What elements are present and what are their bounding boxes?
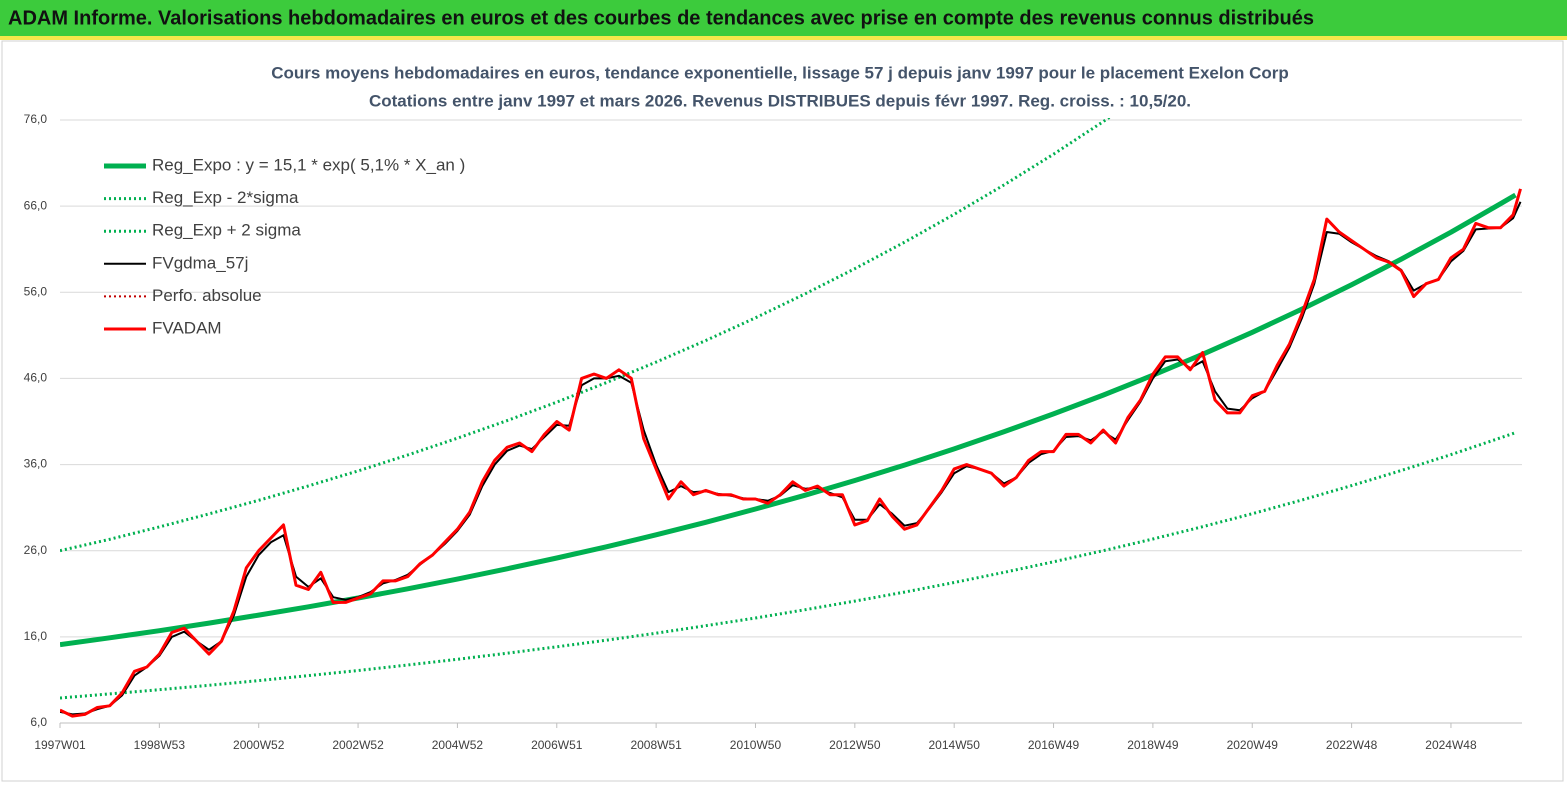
series-line bbox=[60, 118, 1112, 553]
x-tick-label: 2014W50 bbox=[929, 738, 981, 752]
y-tick-label: 46,0 bbox=[24, 371, 48, 385]
x-tick-label: 2018W49 bbox=[1127, 738, 1179, 752]
x-tick-label: 2002W52 bbox=[332, 738, 384, 752]
x-tick-label: 2012W50 bbox=[829, 738, 881, 752]
chart-frame bbox=[1, 40, 1564, 782]
x-tick-label: 1997W01 bbox=[34, 738, 86, 752]
x-tick-label: 2016W49 bbox=[1028, 738, 1080, 752]
series-line bbox=[60, 431, 1516, 700]
x-tick-label: 1998W53 bbox=[134, 738, 186, 752]
legend-label: Reg_Expo : y = 15,1 * exp( 5,1% * X_an ) bbox=[152, 155, 465, 174]
legend-label: Reg_Exp + 2 sigma bbox=[152, 221, 301, 240]
y-tick-label: 56,0 bbox=[24, 284, 48, 298]
x-tick-label: 2020W49 bbox=[1227, 738, 1279, 752]
header-bar bbox=[0, 0, 1567, 36]
legend: Reg_Expo : y = 15,1 * exp( 5,1% * X_an )… bbox=[104, 155, 465, 337]
y-tick-label: 36,0 bbox=[24, 457, 48, 471]
legend-label: Perfo. absolue bbox=[152, 286, 262, 305]
chart-title: Cours moyens hebdomadaires en euros, ten… bbox=[271, 63, 1289, 82]
y-tick-label: 16,0 bbox=[24, 629, 48, 643]
x-tick-label: 2008W51 bbox=[630, 738, 682, 752]
chart-subtitle: Cotations entre janv 1997 et mars 2026. … bbox=[369, 91, 1191, 110]
header-strip bbox=[0, 36, 1567, 40]
plot bbox=[60, 118, 1522, 718]
legend-label: FVADAM bbox=[152, 318, 222, 337]
y-tick-label: 26,0 bbox=[24, 543, 48, 557]
x-tick-label: 2006W51 bbox=[531, 738, 583, 752]
y-tick-label: 66,0 bbox=[24, 198, 48, 212]
x-tick-label: 2004W52 bbox=[432, 738, 484, 752]
y-tick-label: 6,0 bbox=[30, 715, 47, 729]
y-tick-label: 76,0 bbox=[24, 112, 48, 126]
header-title: ADAM Informe. Valorisations hebdomadaire… bbox=[8, 7, 1314, 29]
series-line bbox=[60, 188, 1522, 718]
x-tick-label: 2000W52 bbox=[233, 738, 285, 752]
x-tick-label: 2024W48 bbox=[1425, 738, 1477, 752]
series-line bbox=[60, 192, 1517, 648]
x-tick-label: 2022W48 bbox=[1326, 738, 1378, 752]
legend-label: FVgdma_57j bbox=[152, 253, 248, 272]
legend-label: Reg_Exp - 2*sigma bbox=[152, 188, 299, 207]
x-tick-label: 2010W50 bbox=[730, 738, 782, 752]
grid: 6,0 16,0 26,0 36,0 46,0 56,0 66,0 76,0 1997W01 19… bbox=[24, 112, 1522, 752]
series-line bbox=[60, 201, 1522, 716]
